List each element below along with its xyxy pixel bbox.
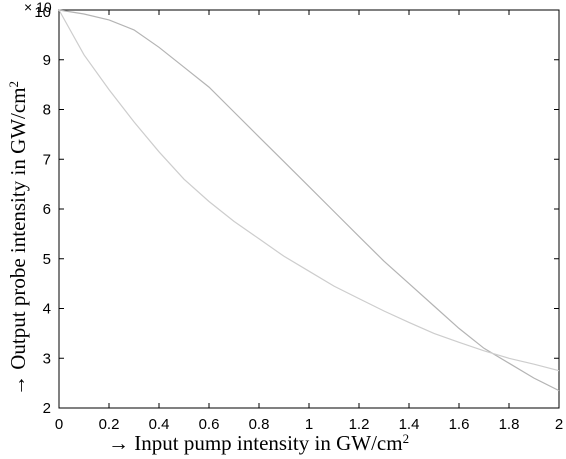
y-tick-label: 6 — [43, 201, 51, 218]
ticks-layer: 0 0.2 0.4 0.6 0.8 1 1.2 1.4 1.6 1.8 2 2 3 4 5 6 7 8 9 10 — [34, 4, 563, 433]
series-line-2 — [58, 9, 560, 372]
x-tick-label: 0.8 — [249, 416, 270, 433]
y-tick-label: 7 — [43, 151, 51, 168]
x-axis-title-superscript: 2 — [403, 431, 410, 446]
x-tick-label: 1.6 — [449, 416, 470, 433]
x-tick-label: 2 — [555, 416, 563, 433]
y-tick-label: 5 — [43, 251, 51, 268]
y-tick-label: 9 — [43, 52, 51, 69]
y-axis-title-text: → Output probe intensity in GW/cm — [6, 87, 30, 396]
x-tick-label: 1.2 — [349, 416, 370, 433]
y-tick-label: 3 — [43, 350, 51, 367]
y-multiplier: × 10 — [24, 0, 52, 15]
x-tick-label: 1.8 — [499, 416, 520, 433]
y-tick-label: 8 — [43, 102, 51, 119]
x-tick-label: 1 — [305, 416, 313, 433]
y-tick-label: 10 — [34, 4, 51, 21]
y-tick-label: 2 — [43, 400, 51, 417]
y-axis-title-superscript: 2 — [6, 81, 21, 88]
x-tick-label: 0 — [55, 416, 63, 433]
x-axis-title-text: → Input pump intensity in GW/cm — [108, 431, 403, 455]
x-tick-label: 0.6 — [199, 416, 220, 433]
x-axis-title: → Input pump intensity in GW/cm2 — [108, 431, 409, 455]
x-tick-label: 0.2 — [99, 416, 120, 433]
x-tick-label: 0.4 — [149, 416, 170, 433]
y-axis-title: → Output probe intensity in GW/cm2 — [6, 81, 30, 396]
series-line-1 — [58, 9, 560, 392]
series-layer — [58, 9, 560, 392]
y-tick-label: 4 — [43, 301, 51, 318]
x-tick-label: 1.4 — [399, 416, 420, 433]
